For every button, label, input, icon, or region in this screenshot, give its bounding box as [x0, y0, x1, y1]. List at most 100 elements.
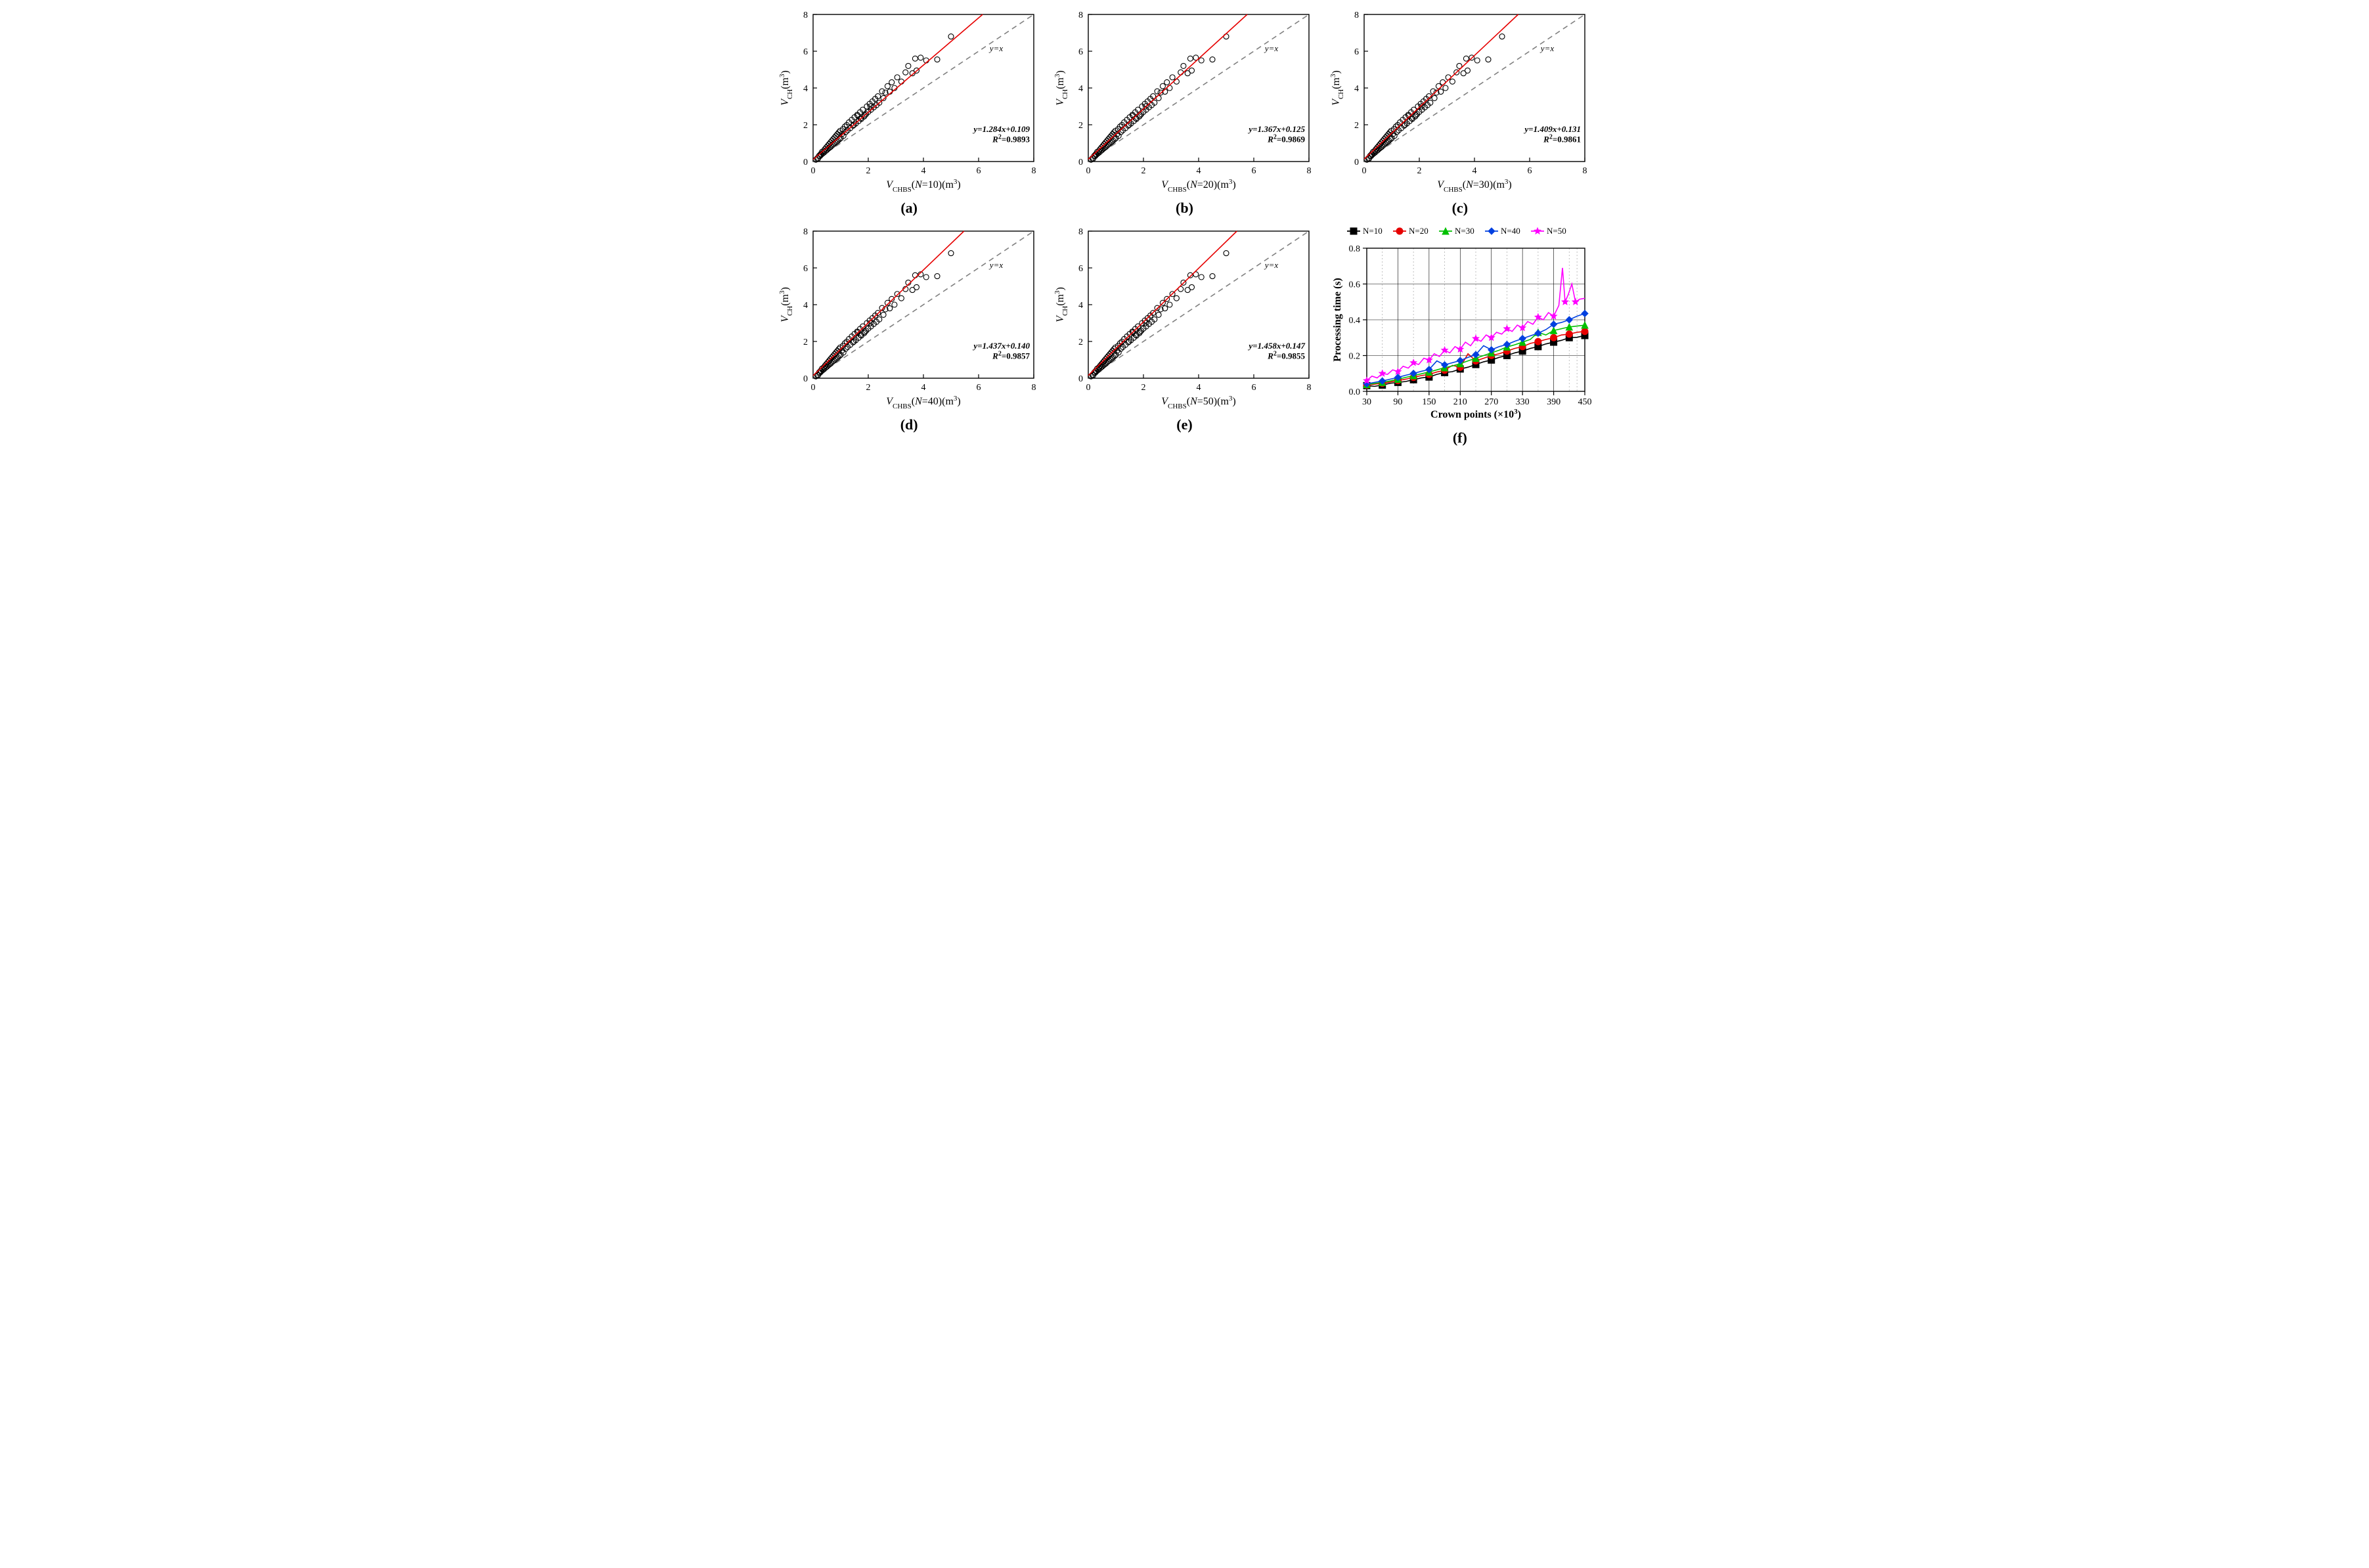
svg-text:30: 30 [1362, 397, 1371, 407]
svg-text:2: 2 [1141, 166, 1146, 176]
panel-f-wrap: N=10N=20N=30N=40N=5030901502102703303904… [1328, 225, 1591, 452]
svg-text:4: 4 [1197, 166, 1201, 176]
fit-r2-c: R2=0.9861 [1543, 133, 1581, 144]
perf-ylabel: Processing time (s) [1332, 278, 1343, 362]
svg-text:0: 0 [1086, 383, 1091, 393]
svg-text:0.2: 0.2 [1348, 352, 1360, 362]
svg-text:0: 0 [1362, 166, 1366, 176]
svg-text:8: 8 [1354, 11, 1359, 20]
svg-text:390: 390 [1547, 397, 1561, 407]
svg-text:450: 450 [1578, 397, 1591, 407]
svg-text:4: 4 [921, 166, 926, 176]
panel-e-wrap: 0246802468VCHBS(N=50)(m3)VCH(m3)y=xy=1.4… [1053, 225, 1316, 452]
xlabel-a: VCHBS(N=10)(m3) [886, 178, 960, 192]
svg-text:4: 4 [803, 301, 808, 311]
svg-text:2: 2 [1078, 121, 1083, 131]
svg-text:6: 6 [1252, 166, 1256, 176]
svg-text:6: 6 [977, 166, 981, 176]
panel-a-label: (a) [900, 200, 918, 217]
legend-item-N=10: N=10 [1363, 226, 1383, 236]
svg-text:270: 270 [1484, 397, 1498, 407]
panel-f-label: (f) [1453, 429, 1467, 446]
xlabel-e: VCHBS(N=50)(m3) [1162, 395, 1236, 408]
ylabel-e: VCH(m3) [1053, 287, 1069, 322]
svg-text:2: 2 [866, 166, 871, 176]
fit-r2-a: R2=0.9893 [992, 133, 1030, 144]
panel-e-label: (e) [1176, 416, 1192, 433]
svg-text:6: 6 [977, 383, 981, 393]
scatter-panel-d: 0246802468VCHBS(N=40)(m3)VCH(m3)y=xy=1.4… [778, 225, 1040, 408]
svg-text:2: 2 [1354, 121, 1359, 131]
diag-label-a: y=x [988, 43, 1004, 53]
svg-text:2: 2 [866, 383, 871, 393]
fit-r2-b: R2=0.9869 [1268, 133, 1306, 144]
svg-text:0: 0 [803, 374, 808, 384]
panel-d-wrap: 0246802468VCHBS(N=40)(m3)VCH(m3)y=xy=1.4… [778, 225, 1041, 452]
svg-text:0.8: 0.8 [1348, 244, 1360, 254]
svg-text:8: 8 [803, 227, 808, 237]
svg-text:4: 4 [1472, 166, 1476, 176]
svg-text:0: 0 [803, 158, 808, 167]
diag-label-e: y=x [1264, 260, 1279, 270]
svg-text:2: 2 [1078, 338, 1083, 347]
ylabel-b: VCH(m3) [1053, 70, 1069, 106]
svg-text:4: 4 [921, 383, 926, 393]
svg-text:2: 2 [1141, 383, 1146, 393]
svg-text:0: 0 [1354, 158, 1359, 167]
fit-r2-d: R2=0.9857 [992, 350, 1030, 361]
scatter-svg-d: 0246802468VCHBS(N=40)(m3)VCH(m3)y=xy=1.4… [778, 225, 1040, 408]
performance-panel-f: N=10N=20N=30N=40N=5030901502102703303904… [1329, 225, 1591, 422]
svg-text:8: 8 [1078, 11, 1083, 20]
svg-text:2: 2 [803, 121, 808, 131]
scatter-svg-b: 0246802468VCHBS(N=20)(m3)VCH(m3)y=xy=1.3… [1053, 8, 1316, 192]
svg-text:8: 8 [1582, 166, 1587, 176]
panel-b-label: (b) [1176, 200, 1193, 217]
fit-r2-e: R2=0.9855 [1268, 350, 1306, 361]
scatter-panel-c: 0246802468VCHBS(N=30)(m3)VCH(m3)y=xy=1.4… [1329, 8, 1591, 192]
svg-text:6: 6 [803, 264, 808, 274]
svg-text:0: 0 [1078, 374, 1083, 384]
svg-text:8: 8 [1307, 383, 1312, 393]
scatter-panel-e: 0246802468VCHBS(N=50)(m3)VCH(m3)y=xy=1.4… [1053, 225, 1316, 408]
scatter-svg-e: 0246802468VCHBS(N=50)(m3)VCH(m3)y=xy=1.4… [1053, 225, 1316, 408]
panel-a-wrap: 0246802468VCHBS(N=10)(m3)VCH(m3)y=xy=1.2… [778, 8, 1041, 222]
figure-grid: 0 2 4 6 8 0 2 4 6 8 VCHBS(N=10)(m3) VCH(m3) y=x y=1.2… [778, 8, 1592, 457]
svg-text:8: 8 [1032, 383, 1036, 393]
fit-equation-c: y=1.409x+0.131 [1523, 124, 1581, 134]
perf-svg: N=10N=20N=30N=40N=5030901502102703303904… [1329, 225, 1591, 422]
svg-text:4: 4 [1197, 383, 1201, 393]
svg-text:0: 0 [1078, 158, 1083, 167]
svg-text:0.0: 0.0 [1348, 387, 1360, 397]
svg-text:6: 6 [1078, 264, 1083, 274]
panel-d-label: (d) [900, 416, 918, 433]
svg-text:6: 6 [1252, 383, 1256, 393]
diag-label-b: y=x [1264, 43, 1279, 53]
panel-c-wrap: 0246802468VCHBS(N=30)(m3)VCH(m3)y=xy=1.4… [1328, 8, 1591, 222]
svg-text:4: 4 [803, 84, 808, 94]
svg-text:6: 6 [803, 47, 808, 57]
svg-text:0: 0 [1086, 166, 1091, 176]
xlabel-d: VCHBS(N=40)(m3) [886, 395, 960, 408]
fit-equation-d: y=1.437x+0.140 [973, 341, 1030, 351]
panel-c-label: (c) [1452, 200, 1468, 217]
diag-label-d: y=x [988, 260, 1004, 270]
svg-text:6: 6 [1527, 166, 1532, 176]
ylabel-a: VCH(m3) [778, 70, 794, 106]
svg-text:90: 90 [1393, 397, 1402, 407]
xlabel-b: VCHBS(N=20)(m3) [1162, 178, 1236, 192]
scatter-svg-c: 0246802468VCHBS(N=30)(m3)VCH(m3)y=xy=1.4… [1329, 8, 1591, 192]
svg-text:0.4: 0.4 [1348, 316, 1360, 326]
legend-item-N=30: N=30 [1455, 226, 1474, 236]
scatter-panel-a: 0246802468VCHBS(N=10)(m3)VCH(m3)y=xy=1.2… [778, 8, 1040, 192]
ylabel-c: VCH(m3) [1329, 70, 1345, 106]
perf-xlabel: Crown points (×103) [1430, 408, 1521, 420]
scatter-panel-b: 0246802468VCHBS(N=20)(m3)VCH(m3)y=xy=1.3… [1053, 8, 1316, 192]
svg-text:4: 4 [1078, 301, 1083, 311]
svg-text:150: 150 [1422, 397, 1436, 407]
legend-item-N=20: N=20 [1409, 226, 1428, 236]
fit-equation-b: y=1.367x+0.125 [1248, 124, 1306, 134]
svg-text:0.6: 0.6 [1348, 280, 1360, 290]
svg-text:6: 6 [1078, 47, 1083, 57]
svg-text:2: 2 [1417, 166, 1421, 176]
fit-equation-a: y=1.284x+0.109 [973, 124, 1030, 134]
